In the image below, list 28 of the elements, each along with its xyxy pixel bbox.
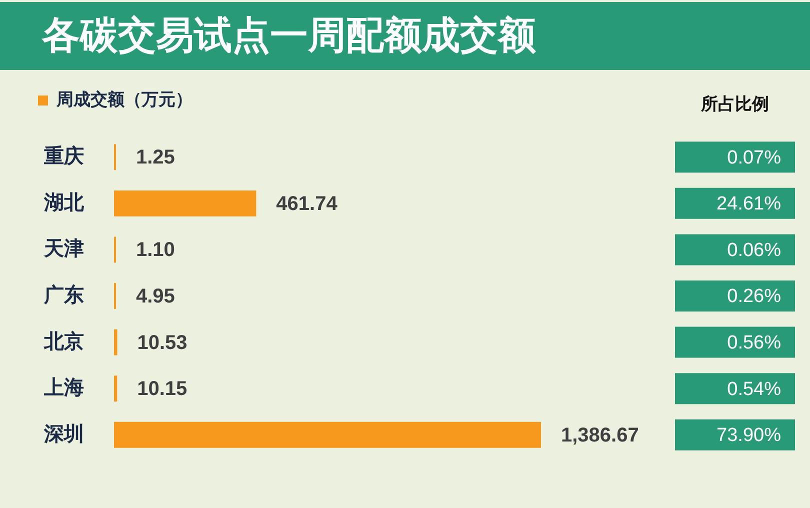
text: 0.54% bbox=[727, 378, 782, 400]
bar bbox=[114, 329, 118, 356]
bar bbox=[114, 376, 118, 402]
data-label: 1.10 bbox=[136, 239, 175, 262]
y-tick-label: 上海 bbox=[43, 377, 84, 400]
text: 24.61% bbox=[716, 194, 782, 215]
y-tick-label: 广东 bbox=[43, 284, 84, 307]
text: 0.26% bbox=[727, 286, 782, 308]
text: 所占比例 bbox=[700, 94, 769, 114]
text: 0.06% bbox=[727, 240, 782, 261]
legend-label: 周成交额（万元） bbox=[56, 90, 192, 110]
chart-title: 各碳交易试点一周配额成交额 bbox=[42, 14, 536, 59]
data-label: 10.15 bbox=[137, 378, 188, 400]
text: 0.07% bbox=[727, 147, 782, 168]
y-tick-label: 深圳 bbox=[43, 423, 84, 446]
bar bbox=[114, 190, 256, 216]
data-label: 1.25 bbox=[136, 146, 175, 169]
data-label: 4.95 bbox=[136, 286, 175, 308]
data-label: 10.53 bbox=[137, 332, 188, 354]
bar bbox=[114, 422, 541, 448]
y-tick-label: 天津 bbox=[43, 238, 84, 260]
y-tick-label: 北京 bbox=[43, 330, 84, 353]
y-tick-label: 重庆 bbox=[43, 144, 84, 168]
y-tick-label: 湖北 bbox=[43, 192, 85, 214]
data-label: 1,386.67 bbox=[560, 424, 639, 446]
data-label: 461.74 bbox=[276, 192, 338, 215]
text: 0.56% bbox=[727, 332, 782, 354]
text: 73.90% bbox=[716, 425, 782, 446]
